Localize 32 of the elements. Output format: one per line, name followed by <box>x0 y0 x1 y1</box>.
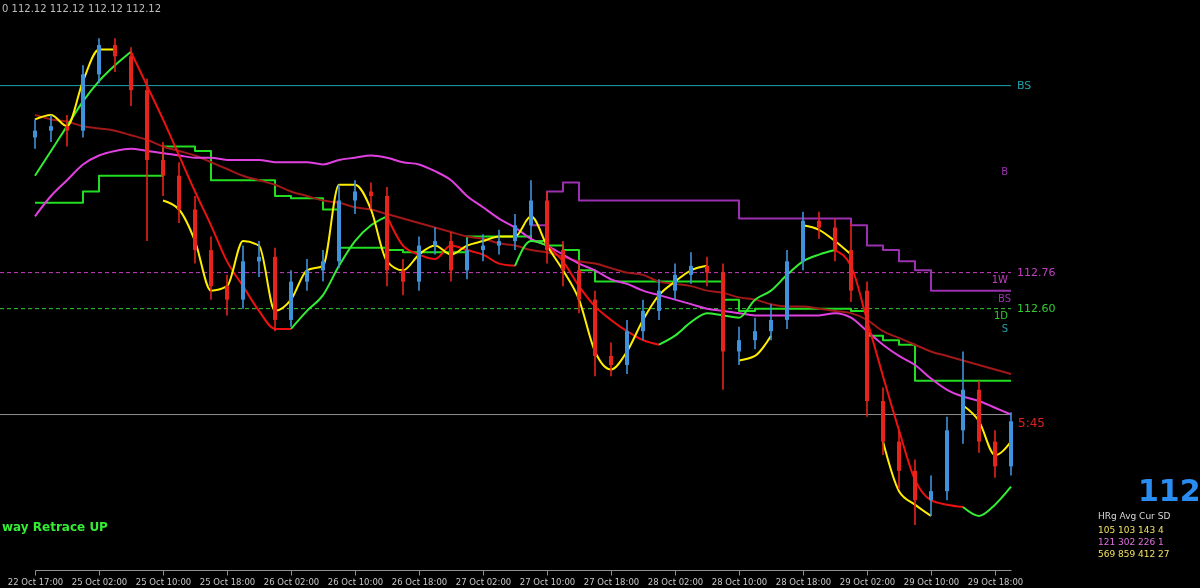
text: 105 103 143 4 <box>1098 525 1165 535</box>
ref-line-label: 112.60 <box>1017 301 1056 315</box>
x-tick-label: 27 Oct 02:00 <box>455 576 512 587</box>
text: 569 859 412 27 <box>1098 549 1170 559</box>
annotation: 0 112.12 112.12 112.12 112.12 <box>2 3 162 14</box>
annotation: 1D <box>993 310 1009 321</box>
x-tick-label: 22 Oct 17:00 <box>7 576 64 587</box>
x-tick-label: 26 Oct 18:00 <box>391 576 448 587</box>
x-tick-label: 29 Oct 18:00 <box>967 576 1024 587</box>
x-tick-label: 29 Oct 10:00 <box>903 576 960 587</box>
x-tick-label: 27 Oct 18:00 <box>583 576 640 587</box>
x-tick-label: 25 Oct 18:00 <box>199 576 256 587</box>
ref-line-label: BS <box>1017 78 1032 92</box>
text: HRg Avg Cur SD <box>1098 511 1171 521</box>
x-tick-label: 28 Oct 10:00 <box>711 576 768 587</box>
x-tick-label: 28 Oct 02:00 <box>647 576 704 587</box>
x-tick-label: 29 Oct 02:00 <box>839 576 896 587</box>
x-tick-label: 27 Oct 10:00 <box>519 576 576 587</box>
x-tick-label: 25 Oct 10:00 <box>135 576 192 587</box>
text: 121 302 226 1 <box>1098 537 1164 547</box>
x-tick-label: 25 Oct 02:00 <box>71 576 128 587</box>
text: 112 <box>1138 473 1200 508</box>
series-label: BS <box>997 292 1011 304</box>
text: 5:45 <box>1018 416 1045 430</box>
x-tick-label: 26 Oct 02:00 <box>263 576 320 587</box>
ref-line-label: 112.76 <box>1017 265 1056 279</box>
annotation: way Retrace UP <box>2 520 109 534</box>
x-tick-label: 26 Oct 10:00 <box>327 576 384 587</box>
x-tick-label: 28 Oct 18:00 <box>775 576 832 587</box>
annotation: B <box>1001 166 1009 177</box>
annotation: 1W <box>991 274 1009 285</box>
annotation: S <box>1001 323 1008 334</box>
